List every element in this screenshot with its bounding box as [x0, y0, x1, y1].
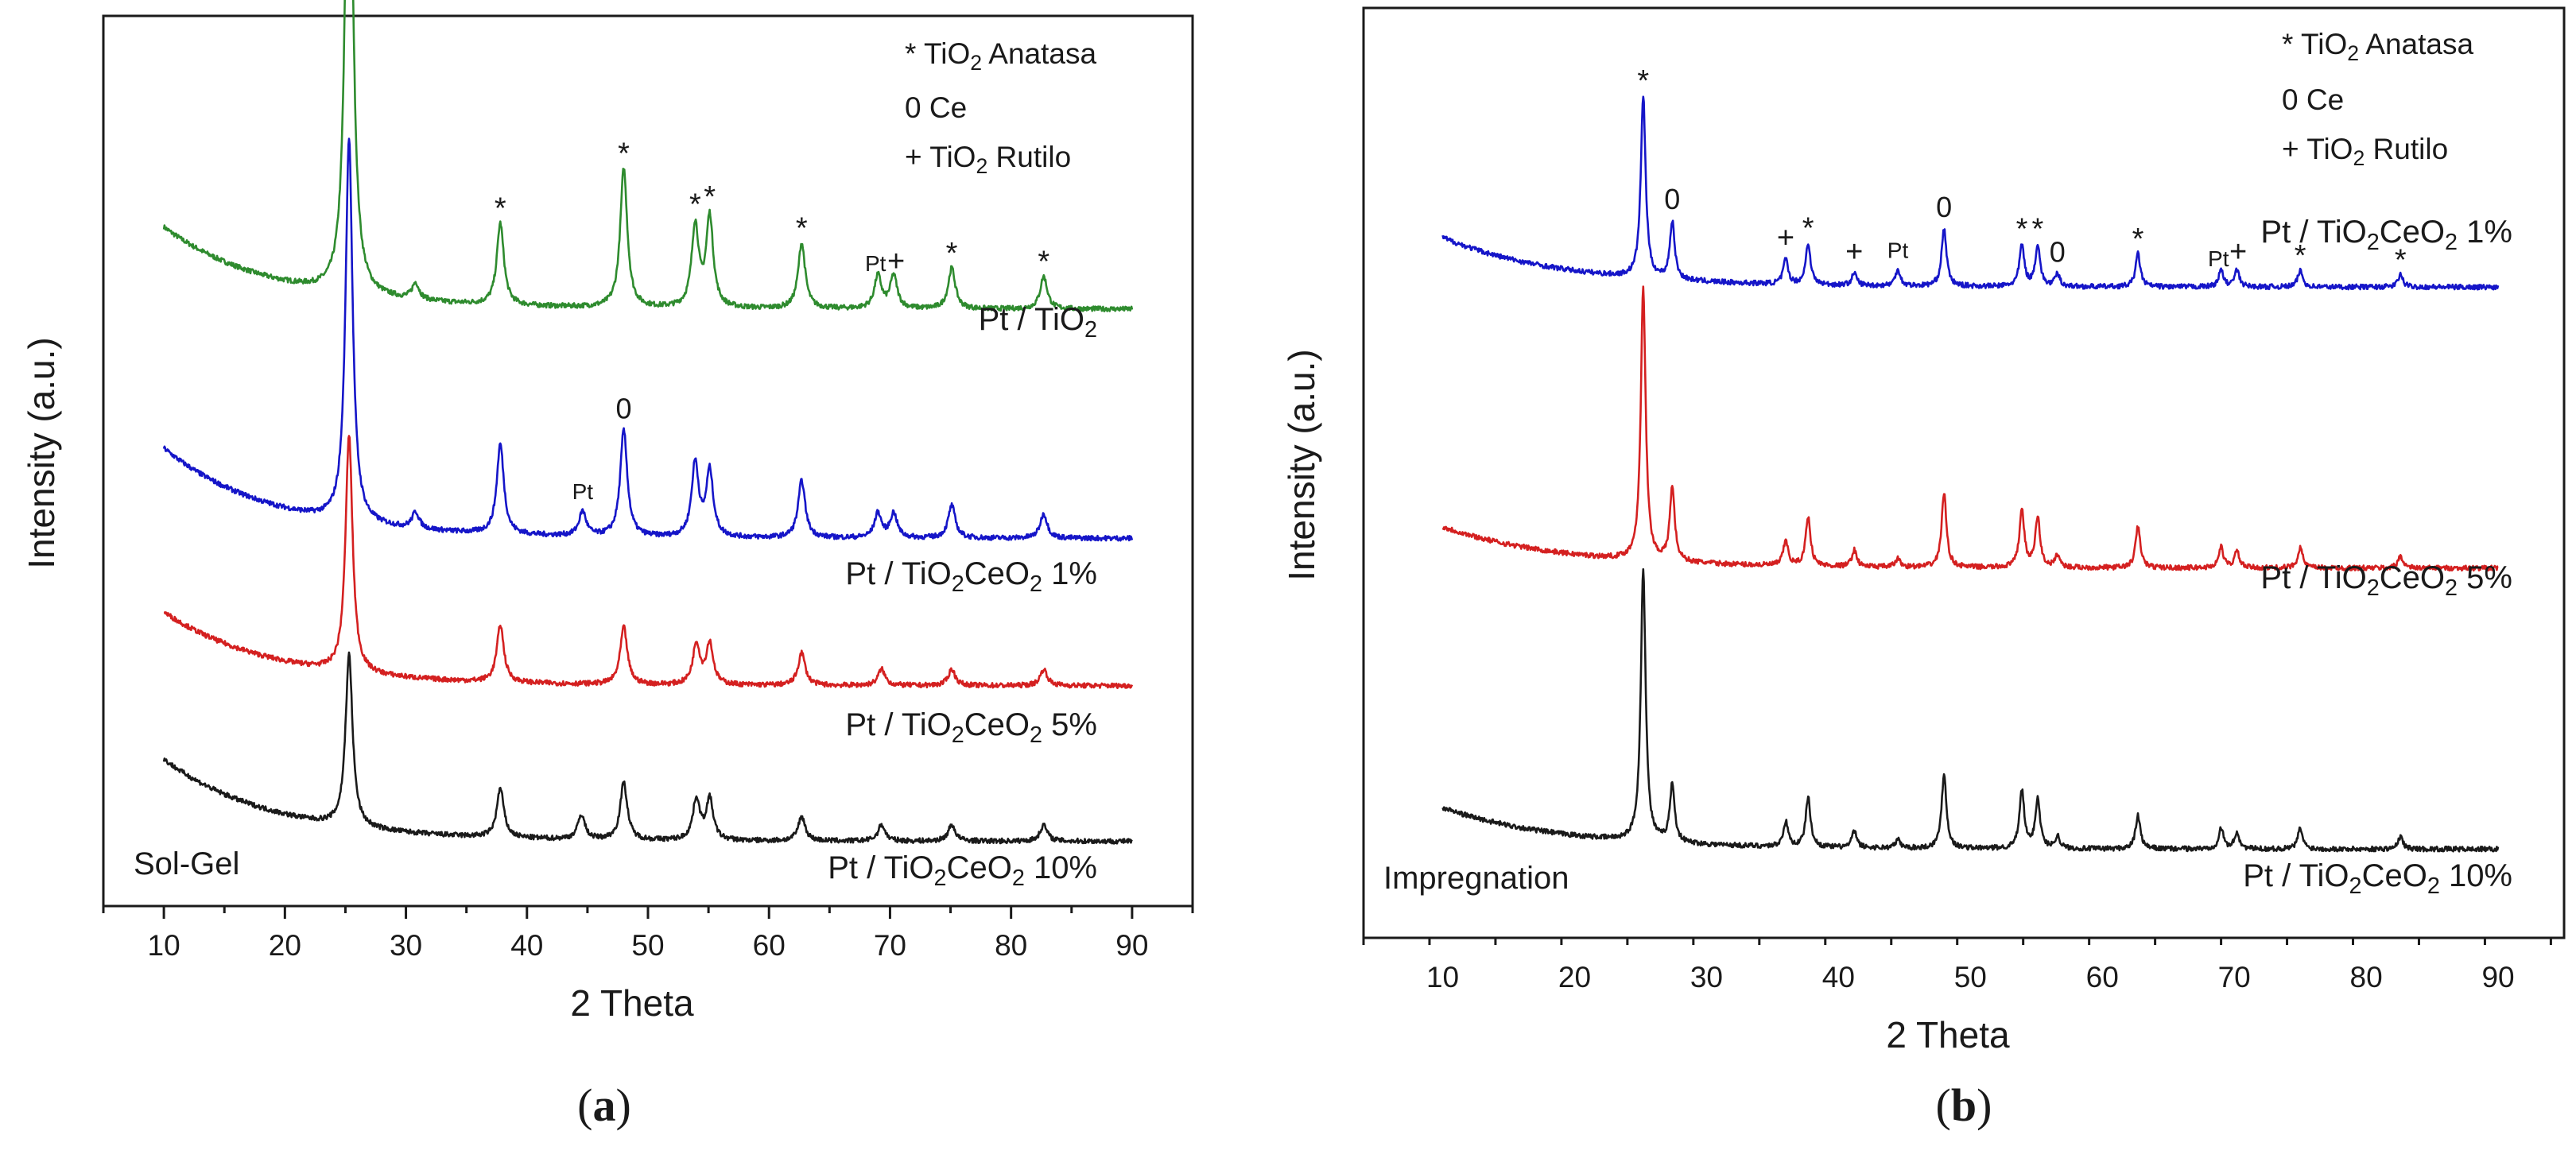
- legend-entry: 0 Ce: [905, 91, 967, 124]
- peak-annotation: *: [495, 192, 506, 225]
- x-tick-label: 30: [1690, 961, 1723, 993]
- x-tick-label: 20: [269, 929, 301, 962]
- panel-a: 10 20 30 40 50 60 70 80 90 2 Theta Intensity (a.u.…: [21, 0, 1194, 1131]
- series-label: Pt / TiO2CeO2 1%: [845, 556, 1097, 597]
- x-tick-label: 20: [1558, 961, 1591, 993]
- peak-annotation: 0: [1664, 183, 1680, 215]
- series-label: Pt / TiO2: [979, 302, 1097, 343]
- x-axis-label: 2 Theta: [1886, 1014, 2010, 1055]
- peak-annotation: 0: [1936, 191, 1952, 223]
- series-label: Pt / TiO2CeO2 5%: [845, 707, 1097, 748]
- legend-entry: + TiO2 Rutilo: [2282, 133, 2448, 170]
- x-tick-label: 30: [390, 929, 422, 962]
- panel-label: (a): [577, 1079, 631, 1131]
- legend-entry: * TiO2 Anatasa: [2282, 28, 2473, 65]
- x-tick-label: 90: [1115, 929, 1148, 962]
- peak-annotation: *: [618, 137, 630, 170]
- x-tick-label: 60: [2086, 961, 2119, 993]
- peak-annotation: 0: [2050, 236, 2066, 269]
- peak-annotation: *: [2132, 223, 2144, 256]
- peak-annotation: *: [2295, 239, 2306, 273]
- peak-annotation: *: [689, 188, 701, 221]
- legend-entry: 0 Ce: [2282, 83, 2344, 116]
- y-axis-label: Intensity (a.u.): [21, 337, 62, 568]
- series-line-1: [1441, 95, 2500, 291]
- x-tick-label: 80: [2350, 961, 2383, 993]
- peak-annotation: Pt: [1887, 238, 1909, 263]
- series-line-4: [162, 651, 1133, 845]
- series-label: Pt / TiO2CeO2 10%: [2243, 858, 2512, 899]
- x-axis-label: 2 Theta: [570, 982, 694, 1024]
- x-tick-label: 40: [1822, 961, 1855, 993]
- x-tick-label: 50: [631, 929, 664, 962]
- method-label: Sol-Gel: [134, 846, 239, 881]
- series-label: Pt / TiO2CeO2 10%: [828, 850, 1097, 891]
- peak-annotation: +: [887, 245, 905, 278]
- series-line-2: [1441, 285, 2499, 572]
- peak-annotation: *: [2016, 213, 2028, 246]
- peak-annotation: +: [1845, 235, 1863, 269]
- series-line-1: [162, 0, 1134, 312]
- peak-annotation: *: [796, 211, 808, 245]
- x-tick-label: 90: [2481, 961, 2514, 993]
- peak-annotation: *: [946, 237, 958, 270]
- series-line-3: [1441, 567, 2500, 853]
- peak-annotation: *: [1038, 245, 1049, 278]
- peak-annotation: *: [2032, 213, 2044, 246]
- series-line-3: [163, 435, 1134, 689]
- x-tick-label: 80: [995, 929, 1027, 962]
- method-label: Impregnation: [1383, 861, 1569, 896]
- series-label: Pt / TiO2CeO2 1%: [2260, 215, 2512, 255]
- legend-entry: + TiO2 Rutilo: [905, 141, 1071, 178]
- x-tick-label: 70: [2218, 961, 2251, 993]
- x-tick-label: 50: [1954, 961, 1987, 993]
- x-tick-label: 70: [874, 929, 906, 962]
- x-tick-label: 60: [753, 929, 786, 962]
- peak-annotation: *: [2395, 244, 2407, 277]
- panel-b: 10 20 30 40 50 60 70 80 90 2 Theta Intensity (a.u.…: [1281, 6, 2566, 1131]
- x-axis: 10 20 30 40 50 60 70 80 90: [1362, 938, 2552, 993]
- x-tick-label: 10: [148, 929, 180, 962]
- peak-annotation: *: [1802, 212, 1814, 246]
- peak-annotation: Pt: [572, 479, 594, 504]
- peak-annotation: +: [1777, 221, 1794, 254]
- peak-annotation: Pt: [2208, 246, 2229, 271]
- x-axis: 10 20 30 40 50 60 70 80 90: [102, 906, 1194, 962]
- series-label: Pt / TiO2CeO2 5%: [2260, 560, 2512, 601]
- plot-frame: [1362, 6, 2566, 939]
- x-tick-label: 10: [1426, 961, 1459, 993]
- peak-annotation: +: [2229, 235, 2247, 269]
- peak-annotation: *: [1637, 64, 1649, 98]
- peak-annotation: 0: [616, 393, 632, 425]
- panel-label: (b): [1936, 1079, 1992, 1131]
- series-line-2: [162, 137, 1134, 542]
- y-axis-label: Intensity (a.u.): [1281, 349, 1322, 580]
- legend-entry: * TiO2 Anatasa: [905, 37, 1096, 75]
- x-tick-label: 40: [510, 929, 543, 962]
- peak-annotation: Pt: [865, 251, 886, 276]
- peak-annotation: *: [704, 180, 716, 214]
